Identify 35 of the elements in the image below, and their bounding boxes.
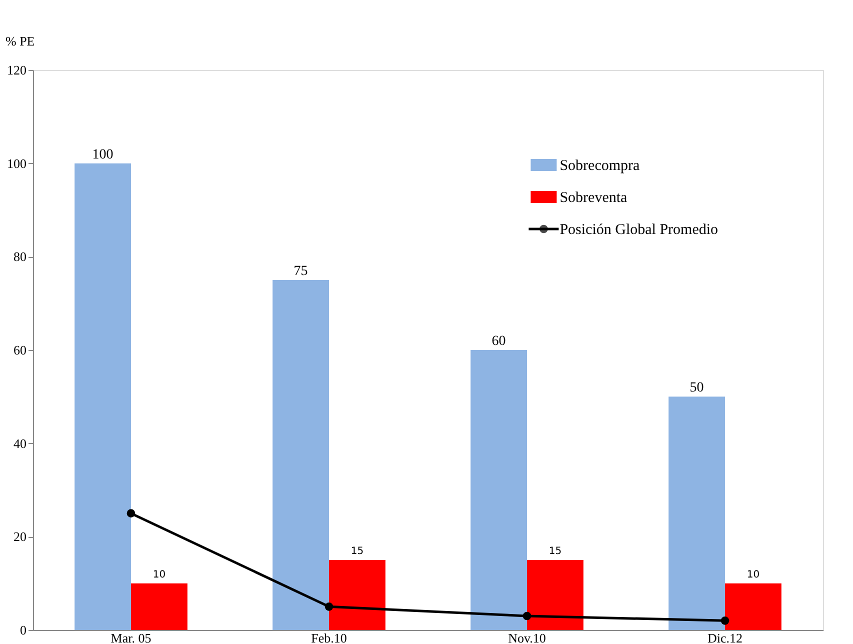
x-tick-label: Nov.10 — [508, 630, 546, 644]
x-tick-label: Mar. 05 — [110, 630, 152, 644]
bar — [668, 396, 725, 630]
bar — [131, 583, 188, 630]
data-label: 75 — [294, 264, 308, 279]
legend-label: Posición Global Promedio — [560, 222, 718, 238]
point — [324, 602, 334, 611]
bar — [74, 163, 132, 630]
y-tick-label: 100 — [7, 156, 26, 171]
point — [720, 616, 730, 625]
data-label: 50 — [690, 380, 704, 396]
data-label: 15 — [350, 546, 364, 557]
y-tick-label: 60 — [14, 342, 26, 358]
y-tick-label: 20 — [14, 529, 26, 544]
point — [126, 509, 136, 518]
legend-label: Sobreventa — [560, 190, 628, 206]
y-axis-title: % PE — [6, 34, 35, 48]
y-tick-label: 40 — [14, 436, 26, 451]
point — [522, 612, 532, 620]
data-label: 60 — [492, 334, 506, 349]
x-tick-label: Dic.12 — [707, 630, 743, 644]
bar — [724, 583, 782, 630]
bar — [470, 350, 527, 630]
legend-label: Sobrecompra — [560, 158, 640, 174]
y-tick-label: 0 — [20, 622, 26, 638]
data-label: 10 — [746, 569, 760, 580]
bar — [526, 560, 584, 630]
data-label: 100 — [92, 147, 114, 162]
bar — [272, 280, 330, 630]
x-tick-label: Feb.10 — [311, 630, 347, 644]
data-label: 10 — [152, 569, 166, 580]
bar — [329, 560, 386, 630]
y-tick-label: 80 — [14, 249, 26, 264]
y-tick-label: 120 — [7, 62, 26, 78]
data-label: 15 — [548, 546, 562, 557]
